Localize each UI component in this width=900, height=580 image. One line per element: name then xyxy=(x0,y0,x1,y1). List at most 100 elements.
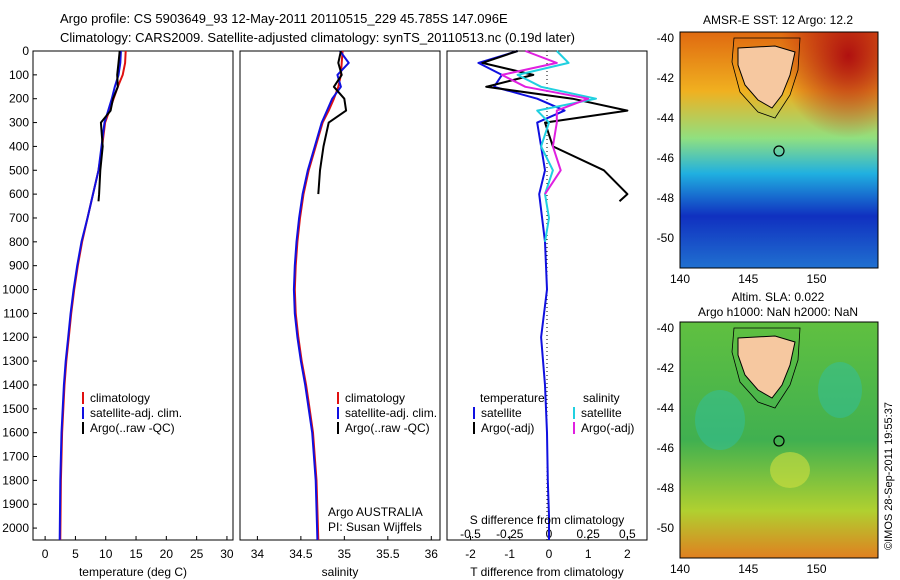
legend-s-argo: Argo(-adj) xyxy=(581,421,634,435)
shelf-contour xyxy=(731,327,801,409)
map-y-tick-label: -48 xyxy=(657,191,675,205)
temperature-axes xyxy=(32,50,234,541)
series-line-satellite-0 xyxy=(477,50,566,540)
series-line-argo-raw-qc--2 xyxy=(97,50,121,202)
map-y-tick-label: -48 xyxy=(657,481,675,495)
sla-eddy xyxy=(695,390,745,450)
temperature-legend: climatology satellite-adj. clim. Argo(..… xyxy=(82,391,182,435)
depth-tick-label: 1300 xyxy=(2,354,29,368)
depth-tick-label: 1000 xyxy=(2,283,29,297)
depth-tick-label: 800 xyxy=(9,235,29,249)
sst-map-frame xyxy=(679,31,879,269)
x-tick-label: 34 xyxy=(251,547,265,561)
tasmania-land xyxy=(737,45,796,109)
x2-tick-label: 0.5 xyxy=(619,527,636,541)
legend-t-satellite: satellite xyxy=(481,406,522,420)
x2-tick-label: -0.5 xyxy=(460,527,481,541)
x-tick-label: 0 xyxy=(42,547,49,561)
tdiff-xlabel: T difference from climatology xyxy=(470,565,624,579)
series-line-climatology-0 xyxy=(59,50,127,541)
depth-tick-label: 1200 xyxy=(2,330,29,344)
depth-tick-label: 300 xyxy=(9,116,29,130)
map-x-tick-label: 150 xyxy=(807,272,827,286)
x-tick-label: 10 xyxy=(99,547,113,561)
salinity-legend: climatology satellite-adj. clim. Argo(..… xyxy=(337,391,437,435)
depth-tick-label: 2000 xyxy=(2,521,29,535)
sla-map-frame xyxy=(679,321,879,559)
x-tick-label: 2 xyxy=(624,547,631,561)
x-tick-label: 20 xyxy=(160,547,174,561)
depth-tick-label: 0 xyxy=(22,44,29,58)
sla-eddy xyxy=(770,452,810,488)
legend-argo: Argo(..raw -QC) xyxy=(90,421,175,435)
map-y-tick-label: -46 xyxy=(657,151,675,165)
sst-map: AMSR-E SST: 12 Argo: 12.2 140 145 150 -40 -4… xyxy=(657,13,879,286)
map-y-tick-label: -42 xyxy=(657,361,675,375)
series-line-satellite-adj-clim--1 xyxy=(292,50,350,541)
sla-eddy xyxy=(818,362,862,418)
argo-australia-label: Argo AUSTRALIA xyxy=(328,505,423,519)
imos-timestamp: ©IMOS 28-Sep-2011 19:55:37 xyxy=(883,402,895,550)
title-line1: Argo profile: CS 5903649_93 12-May-2011 … xyxy=(60,11,508,26)
series-line-argo-adj--3 xyxy=(500,50,590,195)
sla-map-subtitle: Argo h1000: NaN h2000: NaN xyxy=(698,305,858,319)
x2-tick-label: 0.25 xyxy=(576,527,600,541)
title-line2: Climatology: CARS2009. Satellite-adjuste… xyxy=(60,30,575,45)
x-tick-label: 35.5 xyxy=(376,547,400,561)
legend-temperature-title: temperature xyxy=(480,391,545,405)
x-tick-label: 36 xyxy=(425,547,439,561)
depth-tick-label: 1900 xyxy=(2,497,29,511)
map-y-tick-label: -50 xyxy=(657,521,675,535)
sst-map-title: AMSR-E SST: 12 Argo: 12.2 xyxy=(703,13,853,27)
map-x-tick-label: 140 xyxy=(670,272,690,286)
series-line-satellite-adj-clim--1 xyxy=(58,50,122,541)
map-y-tick-label: -40 xyxy=(657,321,675,335)
depth-tick-label: 1100 xyxy=(3,306,29,320)
series-line-satellite-2 xyxy=(516,50,597,242)
legend-salinity-title: salinity xyxy=(583,391,620,405)
map-x-tick-label: 150 xyxy=(807,562,827,576)
map-y-tick-label: -50 xyxy=(657,231,675,245)
pi-label: PI: Susan Wijffels xyxy=(328,520,422,534)
x-tick-label: 25 xyxy=(190,547,204,561)
x-tick-label: 30 xyxy=(220,547,234,561)
map-y-tick-label: -42 xyxy=(657,71,675,85)
depth-tick-label: 1800 xyxy=(2,473,29,487)
legend-climatology: climatology xyxy=(345,391,405,405)
legend-s-satellite: satellite xyxy=(581,406,622,420)
depth-tick-label: 200 xyxy=(9,92,29,106)
depth-tick-label: 700 xyxy=(9,211,29,225)
map-y-tick-label: -46 xyxy=(657,441,675,455)
tasmania-land xyxy=(737,335,796,399)
temperature-panel: 0 5 10 15 20 25 30 xyxy=(32,50,234,561)
series-line-climatology-0 xyxy=(293,50,344,541)
depth-tick-label: 1500 xyxy=(2,402,29,416)
argo-location-marker xyxy=(773,145,785,157)
x-tick-label: 1 xyxy=(585,547,592,561)
x-tick-label: 15 xyxy=(129,547,143,561)
legend-satellite: satellite-adj. clim. xyxy=(90,406,182,420)
series-line-argo-raw-qc--2 xyxy=(317,50,348,195)
salinity-xlabel: salinity xyxy=(322,565,359,579)
legend-satellite: satellite-adj. clim. xyxy=(345,406,437,420)
map-x-tick-label: 145 xyxy=(738,272,758,286)
depth-tick-label: 400 xyxy=(9,139,29,153)
x-tick-label: -1 xyxy=(504,547,515,561)
salinity-panel: 34 34.5 35 35.5 36 xyxy=(239,50,441,561)
x-tick-label: 0 xyxy=(546,547,553,561)
sdiff-xlabel: S difference from climatology xyxy=(470,513,625,527)
depth-tick-label: 600 xyxy=(9,187,29,201)
map-x-tick-label: 140 xyxy=(670,562,690,576)
difference-panel: -2 -1 0 1 2-0.5 -0.25 0 0.25 0.5 xyxy=(446,50,648,561)
x-tick-label: 5 xyxy=(72,547,79,561)
depth-tick-label: 1400 xyxy=(2,378,29,392)
argo-location-marker xyxy=(773,435,785,447)
x-tick-label: 34.5 xyxy=(289,547,313,561)
depth-tick-label: 1600 xyxy=(2,426,29,440)
difference-legend: temperature salinity satellite Argo(-adj… xyxy=(473,391,634,435)
depth-tick-label: 500 xyxy=(9,163,29,177)
shelf-contour xyxy=(731,37,801,119)
depth-tick-label: 1700 xyxy=(2,450,29,464)
depth-tick-label: 900 xyxy=(9,259,29,273)
